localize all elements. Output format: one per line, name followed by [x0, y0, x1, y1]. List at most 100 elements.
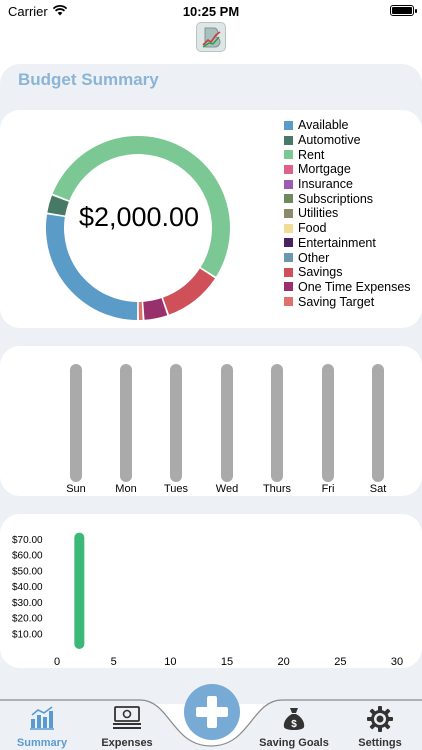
legend-label: Available	[298, 118, 349, 133]
y-tick-label: $40.00	[12, 582, 43, 593]
legend-swatch	[284, 120, 293, 130]
legend-label: One Time Expenses	[298, 279, 411, 294]
day-label: Wed	[216, 483, 238, 495]
weekly-bar[interactable]	[372, 364, 384, 482]
y-tick-label: $30.00	[12, 598, 43, 609]
legend-label: Insurance	[298, 177, 353, 192]
donut-slice-savings[interactable]	[162, 268, 215, 315]
legend-swatch	[284, 282, 293, 292]
legend-swatch	[284, 297, 293, 307]
day-label: Mon	[115, 483, 136, 495]
tab-bar: Summary Expenses $ Saving Goals	[0, 698, 422, 750]
weekly-bar[interactable]	[221, 364, 233, 482]
bar-chart-icon	[30, 706, 54, 730]
legend-item: Rent	[284, 147, 420, 162]
donut-slice-one-time-expenses[interactable]	[143, 298, 168, 320]
legend-swatch	[284, 164, 293, 174]
gear-icon	[367, 706, 393, 732]
status-bar: Carrier 10:25 PM	[0, 0, 422, 22]
legend-item: Utilities	[284, 206, 420, 221]
tab-label: Expenses	[101, 737, 153, 749]
legend-item: One Time Expenses	[284, 280, 420, 295]
donut-center-value: $2,000.00	[78, 202, 200, 232]
y-tick-label: $10.00	[12, 629, 43, 640]
weekly-bar[interactable]	[271, 364, 283, 482]
app-logo	[196, 22, 226, 52]
legend-label: Savings	[298, 265, 343, 280]
legend-label: Mortgage	[298, 162, 351, 177]
x-tick-label: 25	[334, 656, 346, 668]
legend-item: Automotive	[284, 133, 420, 148]
legend-swatch	[284, 150, 293, 160]
budget-donut-card: $2,000.00 Available Automotive Rent Mort…	[0, 110, 422, 328]
battery-icon	[390, 5, 417, 16]
weekly-bar[interactable]	[70, 364, 82, 482]
legend-item: Available	[284, 118, 420, 133]
legend-item: Subscriptions	[284, 191, 420, 206]
donut-slice-rent[interactable]	[52, 136, 230, 277]
tab-bar-background	[0, 699, 422, 750]
legend-swatch	[284, 238, 293, 248]
day-label: Thurs	[263, 483, 292, 495]
budget-donut-chart[interactable]	[40, 130, 236, 326]
monthly-spending-chart[interactable]: $10.00 $20.00 $30.00 $40.00 $50.00 $60.00 $70.…	[0, 514, 422, 668]
legend-swatch	[284, 253, 293, 263]
legend-item: Other	[284, 250, 420, 265]
tab-settings[interactable]: Settings	[350, 698, 410, 750]
tab-saving-goals[interactable]: $ Saving Goals	[256, 698, 332, 750]
weekly-bar[interactable]	[170, 364, 182, 482]
add-expense-button[interactable]	[184, 684, 240, 740]
legend-item: Savings	[284, 265, 420, 280]
legend-item: Saving Target	[284, 294, 420, 309]
y-tick-label: $20.00	[12, 614, 43, 625]
legend-item: Food	[284, 221, 420, 236]
tab-expenses[interactable]: Expenses	[94, 698, 160, 750]
x-tick-label: 15	[221, 656, 233, 668]
tab-label: Summary	[16, 737, 68, 749]
svg-text:$: $	[291, 719, 297, 730]
legend-label: Food	[298, 221, 327, 236]
monthly-bar[interactable]	[74, 532, 85, 649]
weekly-bar[interactable]	[322, 364, 334, 482]
x-tick-label: 30	[391, 656, 403, 668]
day-label: Tues	[164, 483, 189, 495]
x-tick-label: 20	[278, 656, 290, 668]
legend-label: Other	[298, 250, 330, 265]
legend-swatch	[284, 267, 293, 277]
legend-label: Rent	[298, 147, 325, 162]
legend-label: Utilities	[298, 206, 339, 221]
monthly-spending-card: $10.00 $20.00 $30.00 $40.00 $50.00 $60.00 $70.…	[0, 514, 422, 668]
day-label: Sun	[66, 483, 86, 495]
donut-slice-available[interactable]	[46, 214, 138, 320]
donut-legend: Available Automotive Rent Mortgage Insur…	[284, 118, 420, 309]
legend-swatch	[284, 135, 293, 145]
page-title: Budget Summary	[18, 70, 159, 89]
donut-slice-saving-target[interactable]	[138, 301, 143, 320]
money-bag-icon: $	[283, 708, 305, 730]
x-tick-label: 5	[111, 656, 117, 668]
legend-swatch	[284, 223, 293, 233]
legend-item: Insurance	[284, 177, 420, 192]
legend-swatch	[284, 179, 293, 189]
tab-label: Saving Goals	[259, 737, 329, 749]
money-icon	[113, 706, 141, 729]
y-tick-label: $70.00	[12, 535, 43, 546]
x-tick-label: 0	[54, 656, 60, 668]
legend-item: Entertainment	[284, 236, 420, 251]
clock-time: 10:25 PM	[182, 4, 240, 19]
tab-summary[interactable]: Summary	[12, 698, 72, 750]
legend-item: Mortgage	[284, 162, 420, 177]
legend-swatch	[284, 194, 293, 204]
tab-label: Settings	[358, 737, 402, 749]
legend-label: Subscriptions	[298, 191, 374, 206]
x-tick-label: 10	[164, 656, 176, 668]
donut-slice-automotive[interactable]	[47, 195, 69, 216]
weekly-spending-card: Sun Mon Tues Wed Thurs Fri Sat	[0, 346, 422, 496]
day-label: Sat	[370, 483, 387, 495]
wifi-icon	[52, 4, 68, 16]
day-label: Fri	[322, 483, 335, 495]
weekly-spending-chart[interactable]: Sun Mon Tues Wed Thurs Fri Sat	[0, 346, 422, 496]
weekly-bar[interactable]	[120, 364, 132, 482]
y-tick-label: $50.00	[12, 566, 43, 577]
legend-swatch	[284, 208, 293, 218]
